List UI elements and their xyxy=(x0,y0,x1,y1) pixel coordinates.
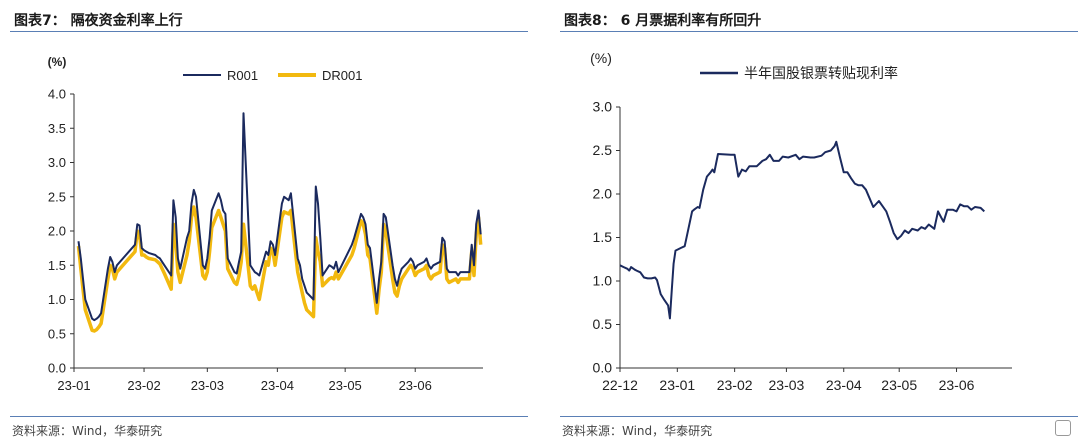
left-legend-label: R001 xyxy=(227,68,258,83)
left-series-line-R001 xyxy=(77,112,482,322)
right-figure-title: 图表8： 6 月票据利率有所回升 xyxy=(564,13,762,29)
right-y-tick-label: 2.5 xyxy=(593,142,613,158)
right-y-tick-label: 1.5 xyxy=(593,229,613,245)
right-y-tick-label: 0.5 xyxy=(593,316,613,332)
left-x-tick-label: 23-06 xyxy=(399,378,432,393)
left-x-tick-label: 23-05 xyxy=(329,378,362,393)
right-figure-panel: 图表8： 6 月票据利率有所回升 0.0 0.5 1.0 1.5 2.0 2.5 3.0 22… xyxy=(550,0,1080,445)
left-x-tick-label: 23-02 xyxy=(127,378,160,393)
right-y-tick-label: 2.0 xyxy=(593,186,613,202)
left-y-tick-label: 4.0 xyxy=(48,87,66,102)
right-source-note: 资料来源：Wind，华泰研究 xyxy=(562,424,713,438)
right-x-tick-label: 22-12 xyxy=(602,377,638,393)
right-legend-label: 半年国股银票转贴现利率 xyxy=(744,65,898,81)
right-line-chart: 0.0 0.5 1.0 1.5 2.0 2.5 3.0 22-12 23-01 23-02 23-0… xyxy=(590,50,1012,393)
right-x-tick-label: 23-01 xyxy=(659,377,695,393)
left-series-line-DR001 xyxy=(76,205,483,333)
watermark-logo xyxy=(1055,420,1074,437)
right-x-tick-label: 23-06 xyxy=(939,377,975,393)
left-source-note: 资料来源：Wind，华泰研究 xyxy=(12,424,163,438)
left-legend-label: DR001 xyxy=(322,68,362,83)
left-figure-title: 图表7： 隔夜资金利率上行 xyxy=(14,13,183,29)
left-y-tick-label: 2.0 xyxy=(48,224,66,239)
left-y-tick-label: 0.5 xyxy=(48,326,66,341)
right-x-tick-label: 23-02 xyxy=(717,377,753,393)
left-y-unit-label: (%) xyxy=(48,55,67,69)
left-y-tick-label: 2.5 xyxy=(48,189,66,204)
left-bottom-rule xyxy=(10,416,528,417)
right-top-rule xyxy=(560,31,1078,32)
right-series-line-半年国股银票转贴现利率 xyxy=(619,140,985,320)
left-figure-panel: 图表7： 隔夜资金利率上行 0.0 0.5 1.0 1.5 2.0 2.5 3.0 3.5 4.… xyxy=(0,0,530,445)
right-bottom-rule xyxy=(560,416,1078,417)
left-x-tick-label: 23-04 xyxy=(261,378,294,393)
right-y-tick-label: 1.0 xyxy=(593,273,613,289)
left-y-tick-label: 3.5 xyxy=(48,121,66,136)
right-y-tick-label: 0.0 xyxy=(593,360,613,376)
left-line-chart: 0.0 0.5 1.0 1.5 2.0 2.5 3.0 3.5 4.0 23-01 23-02 23-… xyxy=(48,55,483,393)
right-x-tick-label: 23-05 xyxy=(881,377,917,393)
watermark-icon xyxy=(1055,420,1071,436)
left-top-rule xyxy=(10,31,528,32)
left-y-tick-label: 0.0 xyxy=(48,361,66,376)
right-y-tick-label: 3.0 xyxy=(593,99,613,115)
left-y-tick-label: 1.0 xyxy=(48,292,66,307)
right-x-tick-label: 23-04 xyxy=(826,377,862,393)
right-y-unit-label: (%) xyxy=(590,50,612,66)
left-x-tick-label: 23-03 xyxy=(191,378,224,393)
left-y-tick-label: 3.0 xyxy=(48,155,66,170)
right-x-tick-label: 23-03 xyxy=(769,377,805,393)
left-x-tick-label: 23-01 xyxy=(57,378,90,393)
left-y-tick-label: 1.5 xyxy=(48,258,66,273)
